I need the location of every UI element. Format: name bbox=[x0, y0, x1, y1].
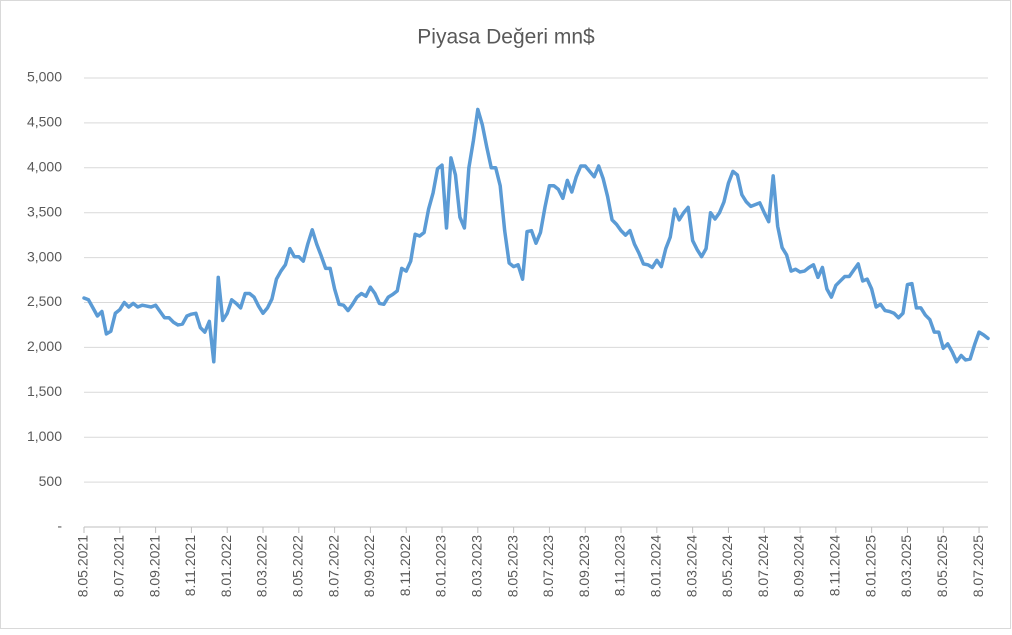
y-tick-label: 3,500 bbox=[27, 203, 62, 219]
x-tick-label: 8.03.2023 bbox=[469, 535, 485, 597]
x-tick-label: 8.11.2023 bbox=[612, 535, 628, 596]
x-tick-label: 8.05.2024 bbox=[719, 535, 735, 597]
data-line bbox=[82, 107, 990, 364]
x-tick-label: 8.05.2021 bbox=[75, 535, 91, 597]
x-tick-label: 8.07.2025 bbox=[970, 535, 986, 597]
x-tick-label: 8.05.2022 bbox=[290, 535, 306, 597]
y-tick-label: 1,500 bbox=[27, 383, 62, 399]
x-tick-label: 8.07.2023 bbox=[540, 535, 556, 597]
y-tick-label: 1,000 bbox=[27, 428, 62, 444]
x-tick-label: 8.01.2023 bbox=[433, 535, 449, 597]
x-tick-label: 8.07.2024 bbox=[755, 535, 771, 597]
x-tick-label: 8.03.2025 bbox=[898, 535, 914, 597]
x-tick-label: 8.11.2022 bbox=[397, 535, 413, 596]
x-tick-label: 8.05.2023 bbox=[504, 535, 520, 597]
x-tick-label: 8.01.2025 bbox=[862, 535, 878, 597]
y-tick-label: 3,000 bbox=[27, 248, 62, 264]
y-tick-label: 2,000 bbox=[27, 338, 62, 354]
y-tick-label: 2,500 bbox=[27, 293, 62, 309]
y-tick-label: 500 bbox=[39, 473, 63, 489]
x-tick-label: 8.07.2022 bbox=[325, 535, 341, 597]
y-tick-label: 4,000 bbox=[27, 159, 62, 175]
x-tick-label: 8.09.2022 bbox=[361, 535, 377, 597]
x-tick-label: 8.05.2025 bbox=[934, 535, 950, 597]
y-tick-label: - bbox=[57, 518, 62, 534]
chart-title: Piyasa Değeri mn$ bbox=[417, 26, 595, 49]
x-tick-label: 8.01.2022 bbox=[218, 535, 234, 597]
x-tick-label: 8.01.2024 bbox=[648, 535, 664, 597]
x-tick-label: 8.11.2021 bbox=[182, 535, 198, 596]
x-tick-label: 8.09.2021 bbox=[146, 535, 162, 597]
x-tick-label: 8.11.2024 bbox=[827, 535, 843, 596]
x-tick-label: 8.07.2021 bbox=[111, 535, 127, 597]
x-tick-label: 8.09.2023 bbox=[576, 535, 592, 597]
y-tick-label: 5,000 bbox=[27, 69, 62, 85]
x-tick-label: 8.09.2024 bbox=[791, 535, 807, 597]
x-tick-label: 8.03.2024 bbox=[683, 535, 699, 597]
x-tick-label: 8.03.2022 bbox=[254, 535, 270, 597]
y-tick-label: 4,500 bbox=[27, 114, 62, 130]
